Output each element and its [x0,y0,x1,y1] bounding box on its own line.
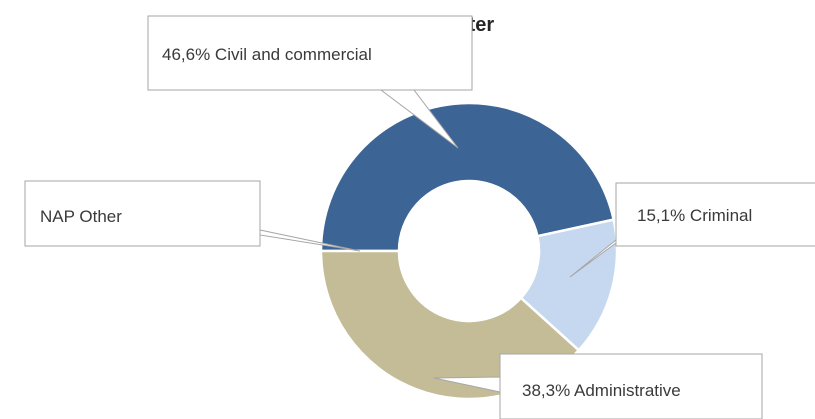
callout-criminal: 15,1% Criminal [615,182,815,247]
callout-box [24,180,261,247]
callout-box [147,15,473,91]
callout-box [499,353,763,419]
callout-box [615,182,815,247]
data-label-criminal: 15,1% Criminal [637,206,752,225]
data-label-administrative: 38,3% Administrative [522,381,681,400]
callout-boxes: 46,6% Civil and commercial 15,1% Criminal… [24,15,815,419]
callout-civil-and-commercial: 46,6% Civil and commercial [147,15,473,91]
slice-civil-and-commercial [319,101,616,253]
data-label-nap-other: NAP Other [40,207,122,226]
data-label-civil-and-commercial: 46,6% Civil and commercial [162,45,372,64]
callout-nap-other: NAP Other [24,180,261,247]
callout-administrative: 38,3% Administrative [499,353,763,419]
